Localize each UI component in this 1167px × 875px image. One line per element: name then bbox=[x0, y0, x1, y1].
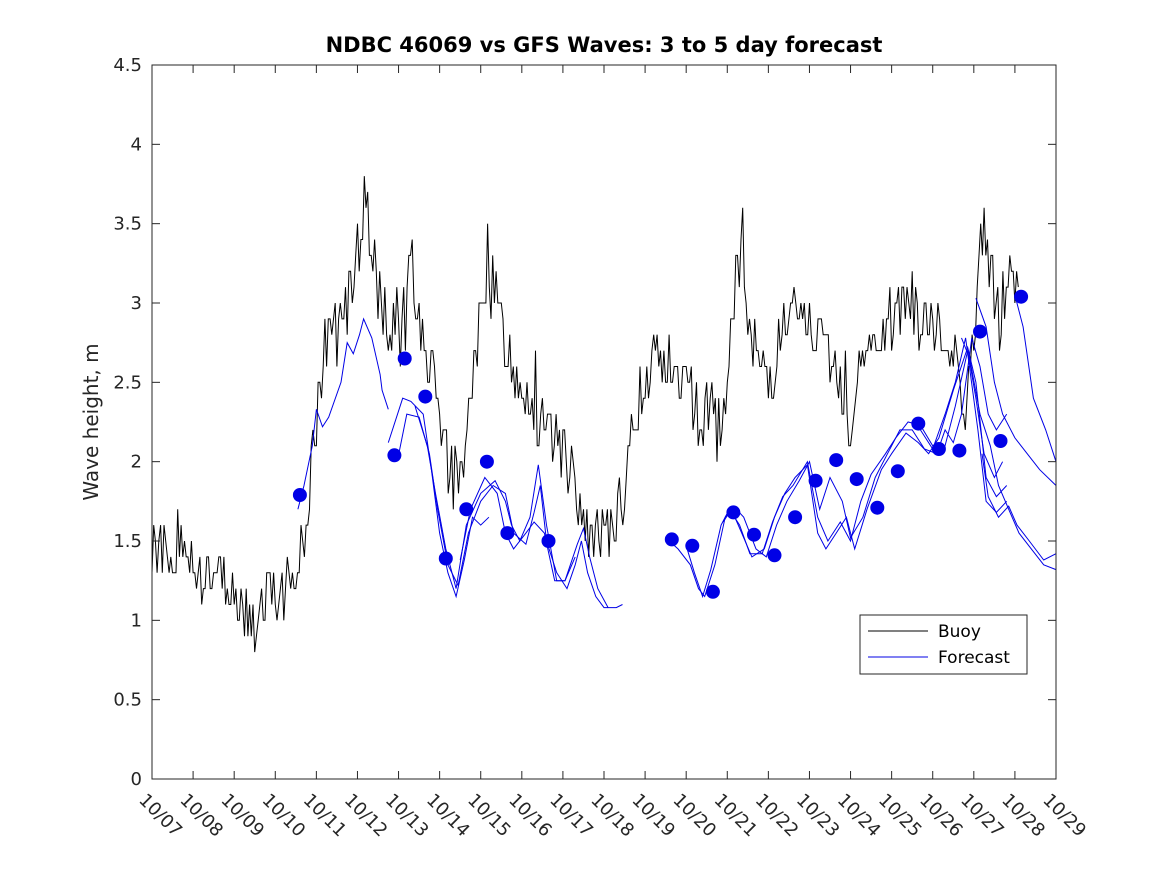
forecast-point bbox=[438, 551, 453, 566]
chart-title: NDBC 46069 vs GFS Waves: 3 to 5 day fore… bbox=[326, 33, 883, 57]
forecast-point bbox=[767, 548, 782, 563]
forecast-series-line bbox=[398, 413, 623, 609]
forecast-point bbox=[705, 584, 720, 599]
y-tick-label: 2 bbox=[131, 452, 142, 473]
forecast-point bbox=[870, 500, 885, 515]
forecast-point bbox=[479, 454, 494, 469]
y-axis-label: Wave height, m bbox=[79, 343, 103, 500]
forecast-point bbox=[541, 534, 556, 548]
forecast-point bbox=[890, 464, 905, 479]
legend-buoy-label: Buoy bbox=[938, 622, 981, 642]
y-tick-label: 4.5 bbox=[113, 55, 142, 76]
forecast-point bbox=[808, 473, 823, 488]
forecast-point bbox=[1014, 289, 1029, 304]
y-tick-label: 0.5 bbox=[113, 690, 142, 711]
forecast-point bbox=[459, 502, 474, 517]
forecast-series-line bbox=[1014, 294, 1057, 462]
forecast-point bbox=[418, 389, 433, 404]
forecast-point bbox=[993, 434, 1008, 448]
forecast-point bbox=[726, 505, 741, 520]
y-tick-label: 3.5 bbox=[113, 214, 142, 235]
y-tick-label: 1 bbox=[131, 610, 142, 631]
forecast-point bbox=[292, 488, 307, 502]
y-tick-label: 2.5 bbox=[113, 372, 142, 393]
forecast-point bbox=[911, 416, 926, 431]
legend: Buoy Forecast bbox=[859, 614, 1028, 675]
forecast-series-line bbox=[975, 298, 1057, 486]
forecast-point bbox=[685, 538, 700, 553]
forecast-point bbox=[387, 448, 402, 463]
y-tick-label: 3 bbox=[131, 293, 142, 314]
legend-box bbox=[859, 614, 1028, 675]
series-layer bbox=[151, 176, 1057, 653]
forecast-point bbox=[664, 532, 679, 547]
y-tick-label: 4 bbox=[131, 134, 142, 155]
forecast-point bbox=[829, 453, 844, 468]
forecast-series-line bbox=[665, 337, 1008, 598]
buoy-series-line bbox=[151, 176, 1019, 653]
forecast-point bbox=[500, 526, 515, 541]
forecast-series-line bbox=[459, 476, 576, 582]
forecast-point bbox=[931, 442, 946, 456]
legend-forecast-label: Forecast bbox=[938, 648, 1010, 668]
forecast-series-line bbox=[919, 337, 1008, 514]
forecast-point bbox=[973, 324, 987, 339]
y-tick-label: 0 bbox=[131, 769, 142, 790]
forecast-point bbox=[747, 527, 761, 542]
forecast-point bbox=[952, 443, 967, 458]
forecast-series-line bbox=[981, 453, 1057, 561]
forecast-series-line bbox=[961, 337, 1057, 571]
forecast-series-line bbox=[722, 345, 1008, 558]
forecast-series-line bbox=[297, 317, 389, 510]
forecast-point bbox=[849, 472, 864, 487]
y-tick-label: 1.5 bbox=[113, 531, 142, 552]
forecast-point bbox=[788, 510, 803, 525]
forecast-point bbox=[397, 351, 412, 366]
